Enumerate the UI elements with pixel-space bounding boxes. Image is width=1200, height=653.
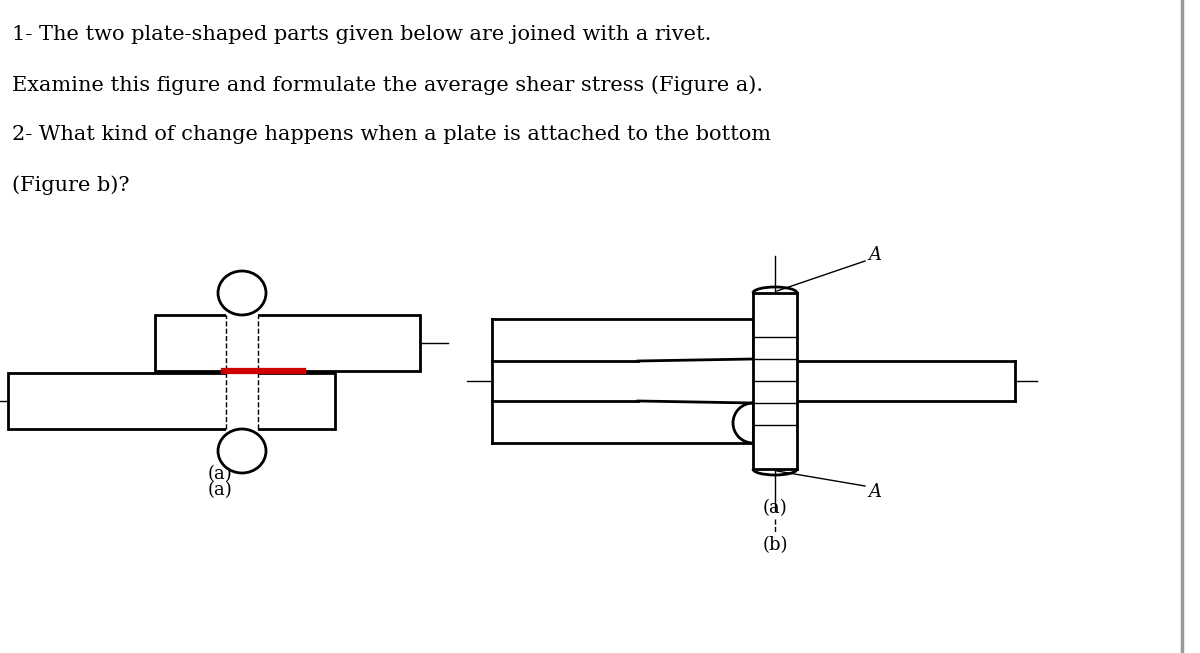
Text: 1- The two plate-shaped parts given below are joined with a rivet.: 1- The two plate-shaped parts given belo…: [12, 25, 712, 44]
Text: (Figure b)?: (Figure b)?: [12, 175, 130, 195]
Text: (a): (a): [763, 499, 787, 517]
Ellipse shape: [218, 429, 266, 473]
Text: A: A: [868, 246, 881, 264]
Bar: [754, 293, 797, 469]
Bar: [226, 313, 258, 431]
Text: 2- What kind of change happens when a plate is attached to the bottom: 2- What kind of change happens when a pl…: [12, 125, 772, 144]
Text: (b): (b): [762, 536, 787, 554]
Text: (a): (a): [208, 481, 233, 499]
Text: Examine this figure and formulate the average shear stress (Figure a).: Examine this figure and formulate the av…: [12, 75, 763, 95]
Text: (a): (a): [208, 465, 233, 483]
Bar: [155, 315, 420, 371]
Text: A: A: [868, 483, 881, 501]
Ellipse shape: [218, 271, 266, 315]
Bar: [8, 373, 335, 429]
